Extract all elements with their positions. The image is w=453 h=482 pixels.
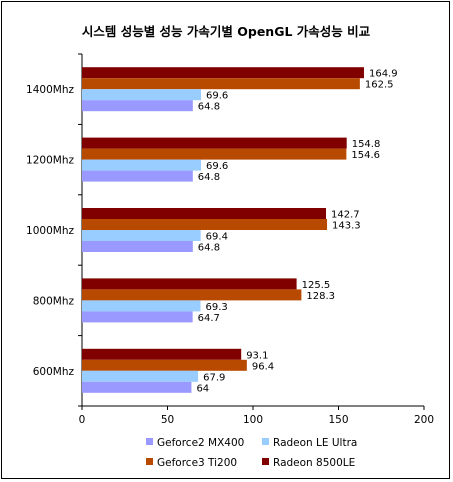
x-tick-label: 100 bbox=[243, 414, 263, 426]
bar bbox=[82, 311, 193, 323]
bar bbox=[82, 170, 193, 182]
bar bbox=[82, 67, 364, 79]
bar bbox=[82, 241, 193, 252]
data-label: 69.4 bbox=[206, 232, 228, 243]
data-label: 125.5 bbox=[302, 280, 331, 291]
data-label: 128.3 bbox=[306, 291, 335, 302]
bar bbox=[82, 359, 247, 371]
legend-label: Radeon LE Ultra bbox=[273, 437, 357, 449]
data-label: 154.6 bbox=[351, 150, 380, 161]
bar bbox=[82, 370, 199, 382]
data-label: 64.8 bbox=[198, 172, 220, 183]
bar bbox=[82, 89, 202, 101]
data-label: 96.4 bbox=[252, 361, 274, 372]
data-label: 64 bbox=[196, 383, 209, 394]
data-label: 69.6 bbox=[206, 161, 228, 172]
bar bbox=[82, 159, 202, 171]
legend-label: Geforce3 Ti200 bbox=[157, 457, 237, 469]
data-label: 67.9 bbox=[203, 372, 225, 383]
x-tick-label: 50 bbox=[161, 414, 174, 426]
legend-swatch bbox=[262, 438, 269, 445]
x-tick-label: 150 bbox=[328, 414, 348, 426]
data-label: 64.8 bbox=[198, 102, 220, 113]
data-label: 69.6 bbox=[206, 91, 228, 102]
bar bbox=[82, 289, 302, 301]
bar bbox=[82, 208, 327, 219]
data-label: 93.1 bbox=[246, 350, 268, 361]
bar bbox=[82, 278, 297, 290]
data-label: 164.9 bbox=[369, 69, 398, 80]
chart-title: 시스템 성능별 성능 가속기별 OpenGL 가속성능 비교 bbox=[82, 24, 371, 39]
legend-swatch bbox=[146, 438, 153, 445]
bar bbox=[82, 148, 347, 160]
category-label: 1000Mhz bbox=[26, 225, 74, 237]
bar bbox=[82, 137, 347, 149]
data-label: 154.8 bbox=[352, 139, 381, 150]
legend-swatch bbox=[146, 458, 153, 465]
bar bbox=[82, 219, 328, 230]
category-label: 600Mhz bbox=[33, 366, 75, 378]
category-label: 800Mhz bbox=[33, 295, 75, 307]
bar bbox=[82, 300, 201, 312]
legend-swatch bbox=[262, 458, 269, 465]
data-label: 64.8 bbox=[198, 243, 220, 254]
category-label: 1200Mhz bbox=[26, 155, 74, 167]
data-label: 143.3 bbox=[332, 221, 361, 232]
legend-label: Geforce2 MX400 bbox=[157, 437, 244, 449]
data-label: 162.5 bbox=[365, 80, 394, 91]
bar bbox=[82, 348, 242, 360]
bar bbox=[82, 381, 192, 393]
bar bbox=[82, 100, 193, 112]
bar bbox=[82, 78, 360, 90]
legend-label: Radeon 8500LE bbox=[273, 457, 355, 469]
x-tick-label: 0 bbox=[79, 414, 86, 426]
legend: Geforce2 MX400 Radeon LE Ultra Geforce3 Ti… bbox=[146, 437, 357, 469]
bar bbox=[82, 230, 201, 241]
data-label: 69.3 bbox=[206, 302, 228, 313]
data-label: 142.7 bbox=[331, 210, 360, 221]
plot-area: 0 50 100 150 2001400Mhz164.9162.569.664.8120… bbox=[26, 53, 434, 426]
data-label: 64.7 bbox=[198, 313, 220, 324]
category-label: 1400Mhz bbox=[26, 84, 74, 96]
x-tick-label: 200 bbox=[414, 414, 434, 426]
